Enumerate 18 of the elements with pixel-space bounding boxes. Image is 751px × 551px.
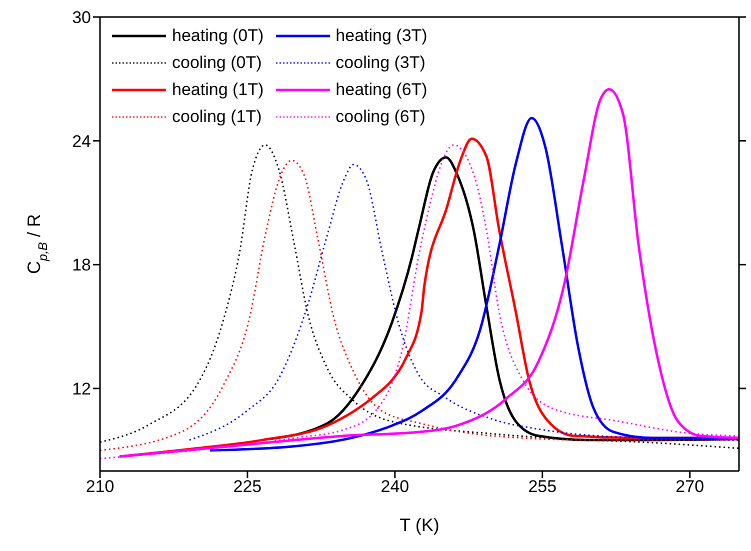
- x-tick-label: 225: [233, 477, 262, 496]
- legend-label: cooling (1T): [172, 106, 262, 126]
- x-tick-label: 270: [676, 477, 704, 496]
- y-tick-label: 24: [72, 132, 91, 151]
- y-tick-label: 18: [72, 256, 91, 275]
- legend-label: cooling (3T): [336, 52, 426, 72]
- y-tick-label: 12: [72, 379, 91, 398]
- legend-label: cooling (6T): [336, 106, 426, 126]
- legend-label: heating (3T): [336, 26, 428, 46]
- x-axis-title: T (K): [400, 515, 440, 535]
- x-tick-label: 255: [528, 477, 557, 496]
- legend-label: heating (1T): [172, 80, 264, 100]
- y-tick-label: 30: [72, 8, 91, 28]
- legend-label: heating (6T): [336, 80, 428, 100]
- x-tick-label: 210: [86, 477, 114, 496]
- legend-label: heating (0T): [172, 26, 264, 46]
- x-tick-label: 240: [380, 477, 410, 496]
- legend-label: cooling (0T): [172, 52, 262, 72]
